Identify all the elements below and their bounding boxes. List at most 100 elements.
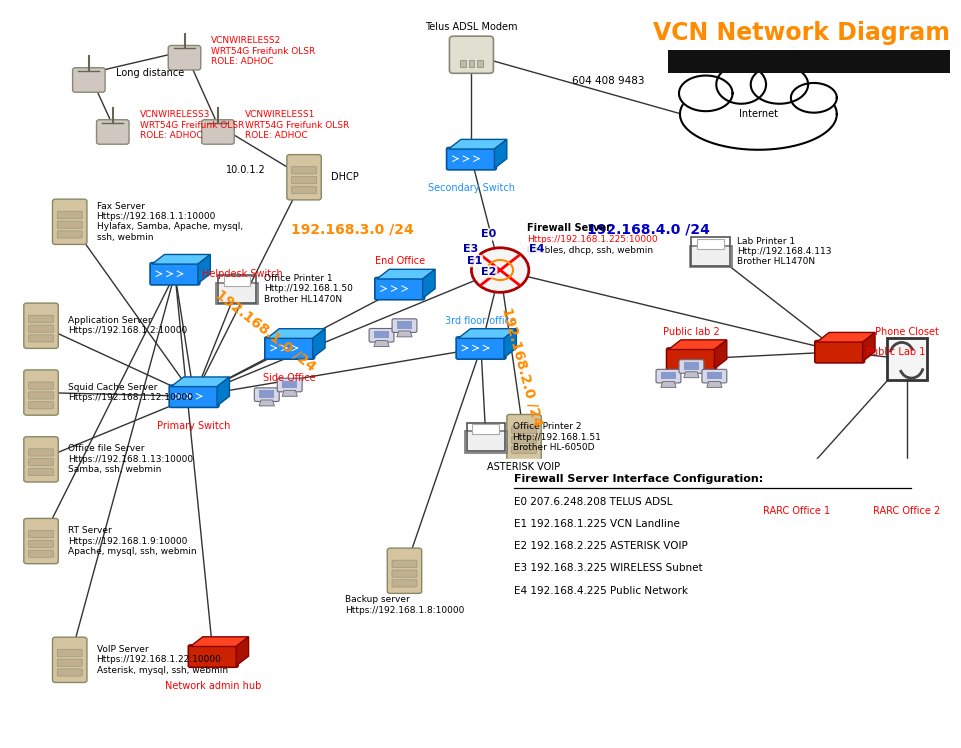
Polygon shape (422, 269, 434, 298)
Text: VCNWIRELESS3
WRT54G Freifunk OLSR
ROLE: ADHOC: VCNWIRELESS3 WRT54G Freifunk OLSR ROLE: … (139, 111, 243, 140)
Text: Application Server
Https://192.168.1.2:10000: Application Server Https://192.168.1.2:1… (67, 316, 186, 335)
Polygon shape (750, 65, 807, 104)
Text: 192.168.1.0 /24: 192.168.1.0 /24 (212, 287, 318, 374)
Polygon shape (660, 381, 676, 387)
FancyBboxPatch shape (29, 550, 54, 557)
Text: Https://192.168.1.225:10000: Https://192.168.1.225:10000 (527, 235, 657, 244)
FancyBboxPatch shape (468, 60, 474, 67)
FancyBboxPatch shape (58, 659, 82, 666)
FancyBboxPatch shape (886, 338, 925, 380)
Text: Office Printer 1
Http://192.168.1.50
Brother HL1470N: Office Printer 1 Http://192.168.1.50 Bro… (263, 274, 353, 304)
Text: Primary Switch: Primary Switch (158, 421, 231, 431)
FancyBboxPatch shape (678, 360, 703, 373)
FancyBboxPatch shape (29, 530, 54, 538)
FancyBboxPatch shape (456, 337, 505, 359)
Polygon shape (152, 254, 210, 264)
Text: Secondary Switch: Secondary Switch (428, 183, 514, 193)
Text: Iptables, dhcp, ssh, webmin: Iptables, dhcp, ssh, webmin (527, 246, 653, 255)
Text: VCNWIRELESS2
WRT54G Freifunk OLSR
ROLE: ADHOC: VCNWIRELESS2 WRT54G Freifunk OLSR ROLE: … (211, 36, 315, 66)
Text: 3rd floor office: 3rd floor office (445, 316, 516, 325)
FancyBboxPatch shape (666, 348, 716, 370)
Polygon shape (790, 83, 836, 113)
FancyBboxPatch shape (392, 580, 416, 587)
FancyBboxPatch shape (392, 319, 416, 332)
Polygon shape (683, 372, 699, 378)
Text: E2 192.168.2.225 ASTERISK VOIP: E2 192.168.2.225 ASTERISK VOIP (514, 541, 687, 551)
Circle shape (471, 248, 529, 292)
Polygon shape (374, 340, 389, 346)
FancyBboxPatch shape (264, 337, 314, 359)
Text: ASTERISK VOIP: ASTERISK VOIP (487, 462, 560, 471)
FancyBboxPatch shape (369, 328, 394, 342)
FancyBboxPatch shape (689, 246, 730, 267)
Polygon shape (312, 328, 325, 358)
Polygon shape (448, 139, 506, 149)
Text: 604 408 9483: 604 408 9483 (571, 76, 644, 86)
FancyBboxPatch shape (477, 60, 482, 67)
Polygon shape (494, 139, 506, 168)
Text: E4 192.168.4.225 Public Network: E4 192.168.4.225 Public Network (514, 586, 688, 595)
FancyBboxPatch shape (655, 370, 680, 383)
FancyBboxPatch shape (667, 49, 949, 73)
FancyBboxPatch shape (291, 167, 316, 174)
Text: Lab Printer 1
Http://192.168.4.113
Brother HL1470N: Lab Printer 1 Http://192.168.4.113 Broth… (736, 236, 831, 266)
FancyBboxPatch shape (58, 211, 82, 218)
FancyBboxPatch shape (29, 468, 54, 476)
FancyBboxPatch shape (697, 239, 724, 248)
Text: Public Lab 1: Public Lab 1 (866, 347, 924, 357)
FancyBboxPatch shape (392, 560, 416, 568)
Polygon shape (171, 377, 230, 387)
FancyBboxPatch shape (291, 186, 316, 194)
Polygon shape (928, 462, 941, 491)
FancyBboxPatch shape (446, 147, 496, 170)
Polygon shape (668, 340, 727, 349)
FancyBboxPatch shape (254, 388, 279, 402)
Text: 192.168.3.0 /24: 192.168.3.0 /24 (290, 222, 413, 236)
Polygon shape (716, 65, 765, 104)
Text: RARC Office 1: RARC Office 1 (762, 506, 829, 516)
FancyBboxPatch shape (29, 315, 54, 322)
FancyBboxPatch shape (449, 36, 493, 73)
Text: E3: E3 (462, 245, 478, 254)
FancyBboxPatch shape (24, 303, 59, 349)
Text: VCNWIRELESS1
WRT54G Freifunk OLSR
ROLE: ADHOC: VCNWIRELESS1 WRT54G Freifunk OLSR ROLE: … (244, 111, 349, 140)
Polygon shape (706, 381, 722, 387)
Polygon shape (883, 462, 941, 472)
FancyBboxPatch shape (505, 459, 944, 612)
Polygon shape (235, 637, 248, 666)
FancyBboxPatch shape (169, 385, 219, 408)
FancyBboxPatch shape (387, 548, 421, 593)
Text: Office Printer 2
Http://192.168.1.51
Brother HL-6050D: Office Printer 2 Http://192.168.1.51 Bro… (512, 422, 601, 452)
FancyBboxPatch shape (168, 46, 201, 70)
Text: 192.168.4.0 /24: 192.168.4.0 /24 (586, 222, 709, 236)
FancyBboxPatch shape (472, 424, 499, 435)
Text: Firewall Server: Firewall Server (527, 223, 610, 233)
Polygon shape (190, 637, 248, 646)
FancyBboxPatch shape (24, 437, 59, 482)
FancyBboxPatch shape (29, 540, 54, 548)
FancyBboxPatch shape (58, 231, 82, 238)
FancyBboxPatch shape (771, 470, 821, 493)
FancyBboxPatch shape (29, 392, 54, 399)
Text: Side Office: Side Office (263, 373, 316, 382)
Polygon shape (816, 332, 875, 342)
Text: Telus ADSL Modem: Telus ADSL Modem (425, 22, 517, 32)
FancyBboxPatch shape (188, 645, 237, 667)
FancyBboxPatch shape (282, 381, 297, 388)
FancyBboxPatch shape (814, 340, 864, 363)
Polygon shape (862, 332, 875, 361)
FancyBboxPatch shape (881, 470, 930, 493)
FancyBboxPatch shape (511, 426, 536, 434)
Text: DHCP: DHCP (331, 172, 358, 183)
Polygon shape (819, 462, 831, 491)
FancyBboxPatch shape (224, 276, 250, 286)
Text: Office file Server
Https://192.168.1.13:10000
Samba, ssh, webmin: Office file Server Https://192.168.1.13:… (67, 444, 193, 474)
Text: E1: E1 (466, 256, 481, 266)
Text: End Office: End Office (374, 257, 425, 266)
Polygon shape (397, 331, 411, 337)
Text: Helpdesk Switch: Helpdesk Switch (202, 269, 283, 279)
Polygon shape (198, 254, 210, 283)
FancyBboxPatch shape (58, 221, 82, 228)
FancyBboxPatch shape (53, 637, 86, 682)
FancyBboxPatch shape (683, 362, 699, 370)
